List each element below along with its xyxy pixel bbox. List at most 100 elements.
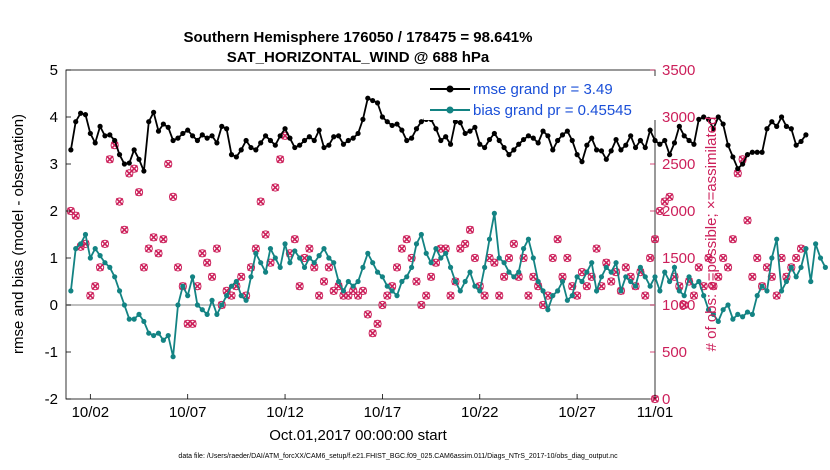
rmse-point bbox=[701, 114, 707, 120]
bias-point bbox=[121, 302, 128, 308]
bias-point bbox=[224, 293, 230, 299]
bias-point bbox=[443, 250, 449, 256]
obs-assimilated-marker bbox=[364, 310, 372, 319]
rmse-point bbox=[374, 100, 381, 106]
rmse-point bbox=[676, 123, 682, 129]
bias-point bbox=[228, 283, 235, 289]
rmse-point bbox=[482, 144, 488, 151]
obs-possible-marker bbox=[470, 253, 479, 263]
rmse-point bbox=[491, 130, 497, 137]
obs-possible-marker bbox=[315, 291, 324, 300]
obs-assimilated-marker bbox=[261, 230, 270, 239]
rmse-point bbox=[735, 166, 741, 172]
obs-possible-marker bbox=[198, 249, 207, 258]
bias-point bbox=[175, 302, 181, 308]
bias-point bbox=[754, 293, 760, 299]
obs-assimilated-marker bbox=[719, 254, 727, 262]
rmse-point bbox=[136, 156, 142, 162]
rmse-point bbox=[467, 128, 473, 134]
rmse-point bbox=[496, 137, 502, 144]
bias-point bbox=[306, 255, 312, 261]
rmse-point bbox=[667, 152, 673, 158]
obs-assimilated-marker bbox=[461, 240, 469, 248]
obs-possible-marker bbox=[115, 197, 124, 206]
bias-point bbox=[452, 278, 459, 285]
rmse-point bbox=[292, 144, 298, 151]
bias-point bbox=[520, 246, 527, 252]
obs-assimilated-marker bbox=[422, 291, 430, 300]
obs-possible-marker bbox=[319, 277, 329, 286]
bias-point bbox=[667, 278, 673, 285]
obs-possible-marker bbox=[719, 253, 728, 263]
bias-point bbox=[749, 311, 755, 317]
obs-assimilated-marker bbox=[680, 301, 688, 309]
obs-assimilated-marker bbox=[797, 244, 805, 253]
obs-possible-marker bbox=[495, 291, 504, 300]
obs-assimilated-marker bbox=[373, 320, 382, 328]
rmse-point bbox=[671, 140, 678, 146]
bias-point bbox=[331, 260, 337, 266]
rmse-point bbox=[803, 132, 809, 138]
bias-point bbox=[774, 236, 780, 242]
y-right-tick-label: 500 bbox=[662, 344, 687, 361]
obs-possible-marker bbox=[305, 244, 314, 253]
bias-point bbox=[399, 278, 405, 285]
obs-possible-marker bbox=[660, 197, 669, 206]
bias-point bbox=[146, 330, 152, 336]
rmse-point bbox=[384, 119, 390, 125]
bias-point bbox=[267, 246, 274, 252]
rmse-point bbox=[331, 134, 337, 140]
bias-point bbox=[253, 250, 259, 256]
obs-assimilated-marker bbox=[96, 263, 104, 272]
bias-point bbox=[365, 250, 371, 256]
bias-point bbox=[170, 354, 176, 360]
bias-point bbox=[370, 260, 376, 266]
bias-point bbox=[418, 231, 424, 238]
obs-assimilated-marker bbox=[271, 183, 280, 192]
rmse-point bbox=[520, 136, 527, 143]
obs-assimilated-marker bbox=[383, 291, 392, 300]
obs-possible-marker bbox=[509, 239, 518, 248]
obs-assimilated-marker bbox=[714, 273, 723, 281]
rmse-point bbox=[365, 95, 371, 101]
obs-assimilated-marker bbox=[144, 244, 153, 253]
rmse-point bbox=[321, 144, 327, 151]
obs-possible-marker bbox=[743, 216, 752, 225]
bias-layer bbox=[68, 210, 828, 360]
bias-point bbox=[107, 264, 113, 270]
rmse-point bbox=[511, 147, 517, 153]
rmse-layer bbox=[68, 95, 809, 174]
bias-point bbox=[501, 260, 507, 266]
rmse-point bbox=[447, 141, 454, 147]
y-right-tick-label: 2000 bbox=[662, 203, 695, 220]
obs-possible-marker bbox=[159, 235, 168, 244]
obs-possible-marker bbox=[125, 169, 134, 178]
obs-assimilated-marker bbox=[398, 244, 406, 253]
bias-point bbox=[506, 269, 512, 275]
obs-possible-marker bbox=[71, 211, 80, 220]
bias-point bbox=[287, 260, 293, 266]
obs-possible-marker bbox=[207, 272, 217, 281]
bias-point bbox=[141, 318, 147, 325]
obs-assimilated-marker bbox=[583, 282, 591, 290]
rmse-point bbox=[199, 132, 205, 138]
obs-assimilated-marker bbox=[539, 301, 547, 309]
rmse-point bbox=[642, 144, 648, 151]
rmse-point bbox=[540, 128, 546, 134]
obs-assimilated-marker bbox=[704, 254, 713, 262]
rmse-point bbox=[316, 127, 322, 133]
bias-point bbox=[355, 278, 361, 285]
rmse-point bbox=[126, 160, 132, 166]
bias-point bbox=[564, 297, 570, 303]
bias-point bbox=[462, 278, 468, 285]
obs-assimilated-marker bbox=[417, 301, 426, 309]
bias-point bbox=[808, 278, 814, 285]
obs-possible-marker bbox=[426, 272, 436, 281]
rmse-point bbox=[131, 147, 137, 153]
rmse-point bbox=[146, 119, 152, 125]
obs-possible-marker bbox=[787, 263, 796, 272]
rmse-point bbox=[379, 114, 386, 120]
rmse-point bbox=[774, 123, 780, 129]
y-right-tick-label: 1500 bbox=[662, 250, 695, 267]
bias-point bbox=[530, 255, 536, 261]
